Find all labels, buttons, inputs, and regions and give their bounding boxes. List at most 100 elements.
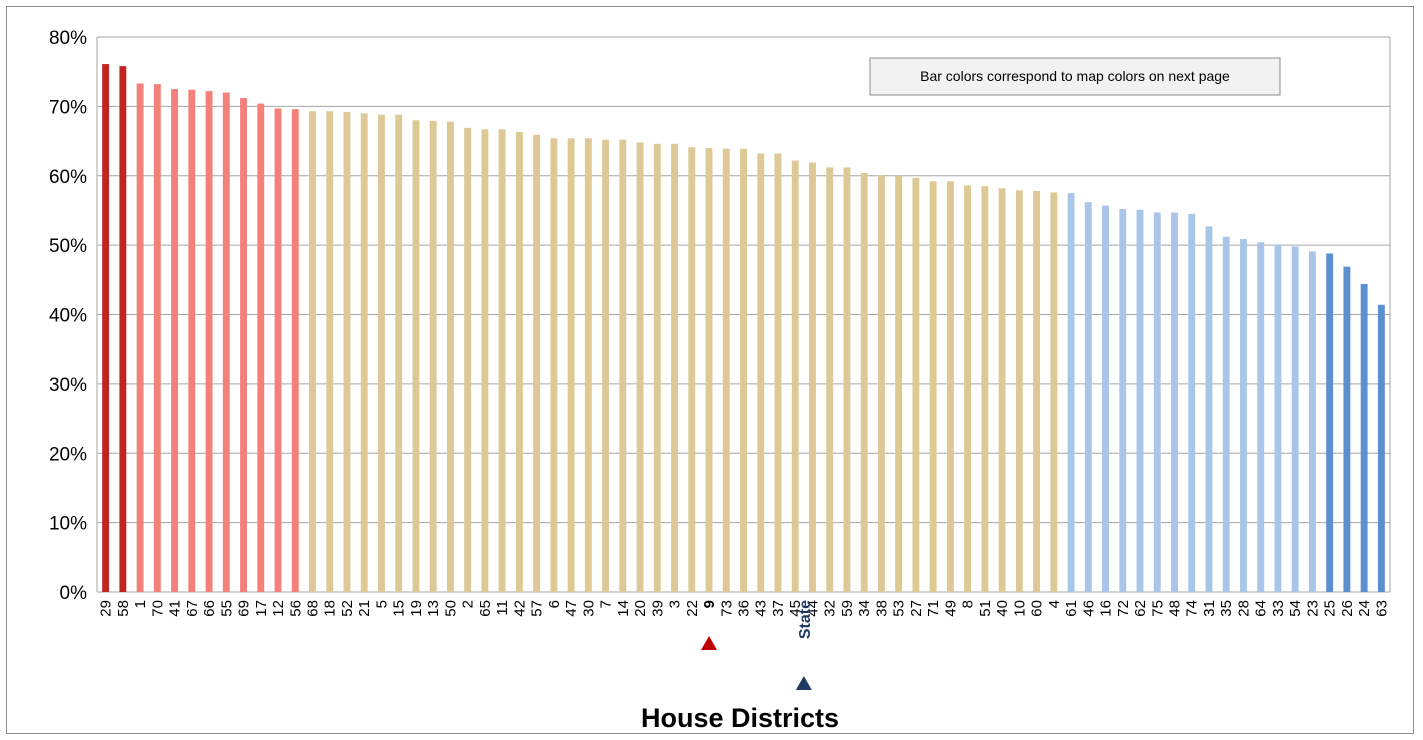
bar (567, 138, 575, 592)
x-tick-label: 62 (1132, 600, 1149, 617)
x-tick-label: 55 (218, 600, 235, 617)
bar (153, 84, 161, 593)
x-tick-label: 18 (322, 600, 339, 617)
markers: State (701, 600, 814, 690)
bar (498, 129, 506, 593)
bar (550, 138, 558, 592)
x-tick-label: 52 (339, 600, 356, 617)
x-tick-label: 65 (477, 600, 494, 617)
x-tick-label: 57 (529, 600, 546, 617)
bar (946, 181, 954, 593)
x-tick-label: 41 (167, 600, 184, 617)
bar (1257, 242, 1265, 592)
x-tick-label: 73 (718, 600, 735, 617)
bar (171, 89, 179, 592)
bar (378, 114, 385, 592)
y-tick-label: 10% (49, 514, 87, 535)
x-tick-label: 42 (511, 600, 528, 617)
x-tick-label: 3 (667, 600, 684, 608)
x-tick-label: 32 (822, 600, 839, 617)
bar (1050, 192, 1058, 592)
x-tick-label: 43 (753, 600, 770, 617)
bar (912, 177, 920, 593)
x-tick-label: 34 (856, 600, 873, 617)
bar (481, 129, 489, 593)
bar (188, 89, 196, 592)
bar (515, 132, 523, 592)
bar (688, 147, 696, 592)
bar (757, 153, 765, 593)
x-tick-label: 5 (373, 600, 390, 608)
state-label: State (797, 600, 814, 639)
bar (136, 83, 144, 592)
x-tick-label: 48 (1167, 600, 1184, 617)
bar (1171, 212, 1178, 593)
bar (291, 109, 299, 593)
x-tick-label: 4 (1046, 600, 1063, 608)
bar (1084, 202, 1092, 593)
x-tick-label: 59 (839, 600, 856, 617)
x-tick-label: 37 (770, 600, 787, 617)
bar (826, 167, 834, 593)
x-tick-label: 7 (598, 600, 615, 608)
x-tick-label: 26 (1339, 600, 1356, 617)
y-tick-label: 30% (49, 375, 87, 396)
bar (929, 181, 937, 593)
y-tick-label: 50% (49, 236, 87, 257)
x-tick-label: 39 (649, 600, 666, 617)
x-tick-label: 6 (546, 600, 563, 608)
bar (326, 111, 334, 592)
bar (964, 185, 972, 592)
x-tick-label: 47 (563, 600, 580, 617)
bar (446, 121, 454, 592)
x-tick-label: 13 (425, 600, 442, 617)
x-tick-label: 2 (460, 600, 477, 608)
bar (877, 175, 885, 592)
bar (1274, 244, 1282, 592)
bar (809, 162, 816, 592)
bar (653, 143, 661, 592)
bar (843, 167, 851, 593)
bar (1033, 191, 1041, 592)
x-tick-label: 20 (632, 600, 649, 617)
bar (274, 108, 282, 593)
x-tick-label: 17 (253, 600, 270, 617)
y-tick-label: 70% (49, 97, 87, 118)
y-tick-label: 0% (60, 583, 88, 604)
x-tick-label: 27 (908, 600, 925, 617)
bar (205, 91, 213, 593)
note-text: Bar colors correspond to map colors on n… (920, 68, 1230, 84)
bar (533, 134, 541, 592)
x-tick-label: 75 (1149, 600, 1166, 617)
state-marker (795, 676, 812, 690)
bar (584, 138, 592, 592)
x-tick-label: 21 (356, 600, 373, 617)
x-tick-label: 50 (442, 600, 459, 617)
bar (395, 114, 403, 592)
x-tick-label: 9 (701, 600, 718, 608)
x-tick-label: 49 (942, 600, 959, 617)
bar (1240, 238, 1247, 592)
chart-frame (6, 6, 1414, 734)
bars (102, 64, 1385, 593)
bar (343, 111, 351, 593)
bar (774, 153, 782, 593)
bar (705, 148, 713, 592)
x-tick-label: 23 (1304, 600, 1321, 617)
y-tick-label: 20% (49, 444, 87, 465)
bar (1015, 190, 1023, 592)
bar (1067, 193, 1075, 592)
bar (791, 160, 799, 593)
bar (636, 142, 644, 592)
x-tick-label: 40 (994, 600, 1011, 617)
bar (671, 143, 678, 592)
x-tick-label: 46 (1080, 600, 1097, 617)
bar (429, 120, 437, 592)
x-tick-label: 8 (960, 600, 977, 608)
bar (1188, 213, 1196, 592)
y-tick-label: 80% (49, 28, 87, 49)
x-tick-label: 29 (98, 600, 115, 617)
x-tick-label: 44 (804, 600, 821, 617)
x-axis-categories: 29 58 1 70 41 67 66 55 69 17 12 56 68 18 52 21 5 15 19 13 50… (98, 600, 1391, 617)
